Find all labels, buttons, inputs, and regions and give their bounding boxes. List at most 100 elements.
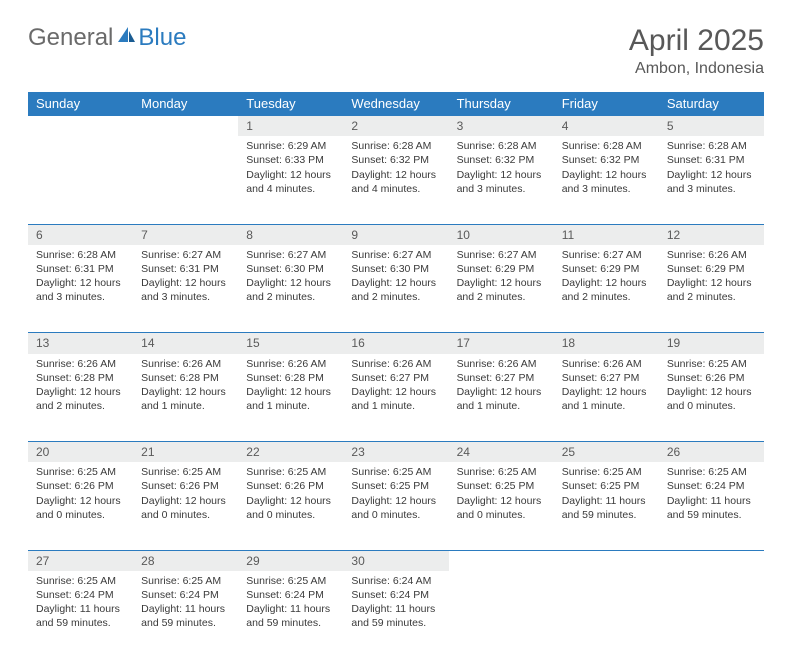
empty-cell [28, 136, 133, 224]
daylight-text: Daylight: 12 hours and 3 minutes. [562, 168, 651, 196]
daylight-text: Daylight: 12 hours and 2 minutes. [36, 385, 125, 413]
day-cell: Sunrise: 6:27 AMSunset: 6:31 PMDaylight:… [133, 245, 238, 333]
day-number: 11 [554, 224, 659, 245]
daylight-text: Daylight: 11 hours and 59 minutes. [351, 602, 440, 630]
weekday-header: Monday [133, 92, 238, 116]
day-number: 13 [28, 333, 133, 354]
daylight-text: Daylight: 12 hours and 1 minute. [351, 385, 440, 413]
sunset-text: Sunset: 6:29 PM [457, 262, 546, 276]
header: General Blue April 2025 Ambon, Indonesia [28, 24, 764, 78]
day-number: 20 [28, 442, 133, 463]
day-cell: Sunrise: 6:25 AMSunset: 6:25 PMDaylight:… [449, 462, 554, 550]
day-cell: Sunrise: 6:26 AMSunset: 6:27 PMDaylight:… [449, 354, 554, 442]
sunrise-text: Sunrise: 6:25 AM [246, 465, 335, 479]
sunset-text: Sunset: 6:29 PM [562, 262, 651, 276]
day-number: 15 [238, 333, 343, 354]
sunset-text: Sunset: 6:27 PM [562, 371, 651, 385]
weekday-header-row: SundayMondayTuesdayWednesdayThursdayFrid… [28, 92, 764, 116]
sunset-text: Sunset: 6:31 PM [141, 262, 230, 276]
day-number: 25 [554, 442, 659, 463]
day-cell: Sunrise: 6:25 AMSunset: 6:24 PMDaylight:… [659, 462, 764, 550]
sunrise-text: Sunrise: 6:27 AM [562, 248, 651, 262]
day-cell: Sunrise: 6:25 AMSunset: 6:25 PMDaylight:… [554, 462, 659, 550]
daylight-text: Daylight: 12 hours and 4 minutes. [246, 168, 335, 196]
sunrise-text: Sunrise: 6:24 AM [351, 574, 440, 588]
day-cell: Sunrise: 6:28 AMSunset: 6:32 PMDaylight:… [449, 136, 554, 224]
daylight-text: Daylight: 11 hours and 59 minutes. [141, 602, 230, 630]
day-cell: Sunrise: 6:28 AMSunset: 6:31 PMDaylight:… [659, 136, 764, 224]
sunrise-text: Sunrise: 6:25 AM [562, 465, 651, 479]
sunrise-text: Sunrise: 6:25 AM [141, 574, 230, 588]
daylight-text: Daylight: 12 hours and 2 minutes. [246, 276, 335, 304]
day-cell: Sunrise: 6:28 AMSunset: 6:32 PMDaylight:… [554, 136, 659, 224]
sunrise-text: Sunrise: 6:26 AM [36, 357, 125, 371]
day-cell: Sunrise: 6:25 AMSunset: 6:24 PMDaylight:… [238, 571, 343, 659]
day-cell: Sunrise: 6:27 AMSunset: 6:30 PMDaylight:… [238, 245, 343, 333]
sunrise-text: Sunrise: 6:27 AM [246, 248, 335, 262]
sunrise-text: Sunrise: 6:28 AM [36, 248, 125, 262]
day-number: 16 [343, 333, 448, 354]
sunset-text: Sunset: 6:27 PM [457, 371, 546, 385]
empty-cell [28, 116, 133, 137]
daylight-text: Daylight: 12 hours and 2 minutes. [351, 276, 440, 304]
day-cell: Sunrise: 6:26 AMSunset: 6:27 PMDaylight:… [554, 354, 659, 442]
sunrise-text: Sunrise: 6:26 AM [457, 357, 546, 371]
day-number: 26 [659, 442, 764, 463]
daylight-text: Daylight: 12 hours and 1 minute. [246, 385, 335, 413]
day-number: 2 [343, 116, 448, 137]
sunrise-text: Sunrise: 6:29 AM [246, 139, 335, 153]
day-cell: Sunrise: 6:25 AMSunset: 6:24 PMDaylight:… [28, 571, 133, 659]
location: Ambon, Indonesia [629, 60, 764, 78]
sunrise-text: Sunrise: 6:28 AM [562, 139, 651, 153]
sunset-text: Sunset: 6:26 PM [36, 479, 125, 493]
day-cell: Sunrise: 6:24 AMSunset: 6:24 PMDaylight:… [343, 571, 448, 659]
sunset-text: Sunset: 6:24 PM [246, 588, 335, 602]
day-number-row: 12345 [28, 116, 764, 137]
day-number: 1 [238, 116, 343, 137]
sunset-text: Sunset: 6:29 PM [667, 262, 756, 276]
title-block: April 2025 Ambon, Indonesia [629, 24, 764, 78]
day-cell: Sunrise: 6:27 AMSunset: 6:30 PMDaylight:… [343, 245, 448, 333]
weekday-header: Friday [554, 92, 659, 116]
day-number: 8 [238, 224, 343, 245]
sunrise-text: Sunrise: 6:28 AM [351, 139, 440, 153]
daylight-text: Daylight: 12 hours and 0 minutes. [246, 494, 335, 522]
sunset-text: Sunset: 6:25 PM [457, 479, 546, 493]
day-cell: Sunrise: 6:25 AMSunset: 6:26 PMDaylight:… [133, 462, 238, 550]
day-number: 29 [238, 550, 343, 571]
weekday-header: Saturday [659, 92, 764, 116]
sunset-text: Sunset: 6:31 PM [36, 262, 125, 276]
day-number: 18 [554, 333, 659, 354]
day-cell: Sunrise: 6:26 AMSunset: 6:27 PMDaylight:… [343, 354, 448, 442]
day-number: 27 [28, 550, 133, 571]
day-number-row: 6789101112 [28, 224, 764, 245]
sunrise-text: Sunrise: 6:27 AM [351, 248, 440, 262]
daylight-text: Daylight: 12 hours and 0 minutes. [351, 494, 440, 522]
sunrise-text: Sunrise: 6:25 AM [457, 465, 546, 479]
day-cell: Sunrise: 6:25 AMSunset: 6:26 PMDaylight:… [659, 354, 764, 442]
day-number: 28 [133, 550, 238, 571]
day-number: 22 [238, 442, 343, 463]
empty-cell [133, 136, 238, 224]
day-number-row: 27282930 [28, 550, 764, 571]
day-cell: Sunrise: 6:25 AMSunset: 6:26 PMDaylight:… [28, 462, 133, 550]
day-info-row: Sunrise: 6:26 AMSunset: 6:28 PMDaylight:… [28, 354, 764, 442]
day-cell: Sunrise: 6:28 AMSunset: 6:32 PMDaylight:… [343, 136, 448, 224]
sunrise-text: Sunrise: 6:27 AM [457, 248, 546, 262]
weekday-header: Wednesday [343, 92, 448, 116]
sunset-text: Sunset: 6:32 PM [351, 153, 440, 167]
sunset-text: Sunset: 6:32 PM [562, 153, 651, 167]
day-info-row: Sunrise: 6:29 AMSunset: 6:33 PMDaylight:… [28, 136, 764, 224]
sunset-text: Sunset: 6:24 PM [351, 588, 440, 602]
daylight-text: Daylight: 12 hours and 3 minutes. [457, 168, 546, 196]
sunrise-text: Sunrise: 6:25 AM [36, 574, 125, 588]
day-cell: Sunrise: 6:25 AMSunset: 6:25 PMDaylight:… [343, 462, 448, 550]
day-number-row: 13141516171819 [28, 333, 764, 354]
day-number: 21 [133, 442, 238, 463]
weekday-header: Thursday [449, 92, 554, 116]
day-cell: Sunrise: 6:26 AMSunset: 6:28 PMDaylight:… [28, 354, 133, 442]
daylight-text: Daylight: 12 hours and 0 minutes. [457, 494, 546, 522]
sunset-text: Sunset: 6:24 PM [36, 588, 125, 602]
calendar-table: SundayMondayTuesdayWednesdayThursdayFrid… [28, 92, 764, 659]
day-number: 14 [133, 333, 238, 354]
